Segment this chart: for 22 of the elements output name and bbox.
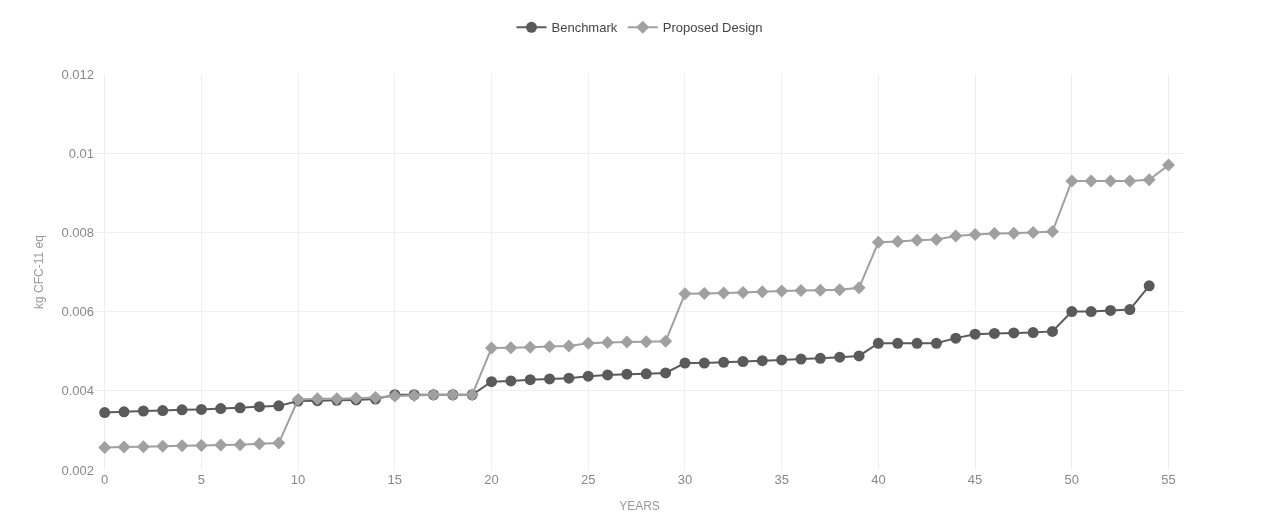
x-tick-label: 40 bbox=[871, 472, 886, 487]
y-tick-label: 0.002 bbox=[61, 462, 94, 478]
x-tick-label: 30 bbox=[677, 472, 693, 487]
x-tick-label: 55 bbox=[1161, 472, 1176, 487]
y-axis-title: kg CFC-11 eq bbox=[31, 235, 46, 309]
x-tick-label: 10 bbox=[290, 472, 306, 487]
x-tick-label: 5 bbox=[197, 472, 206, 487]
x-tick-label: 50 bbox=[1064, 472, 1080, 487]
x-axis-title: YEARS bbox=[619, 498, 660, 513]
y-tick-label: 0.006 bbox=[61, 304, 94, 320]
legend-label: Benchmark bbox=[551, 20, 618, 36]
x-tick-label: 15 bbox=[387, 472, 403, 487]
y-tick-label: 0.01 bbox=[68, 145, 94, 161]
y-tick-label: 0.012 bbox=[61, 66, 94, 82]
y-tick-label: 0.008 bbox=[61, 224, 94, 240]
x-tick-label: 25 bbox=[581, 472, 596, 487]
legend-label: Proposed Design bbox=[662, 20, 763, 36]
x-tick-label: 45 bbox=[967, 472, 983, 487]
x-tick-label: 35 bbox=[774, 472, 789, 487]
x-tick-label: 20 bbox=[484, 472, 499, 487]
x-tick-label: 0 bbox=[101, 472, 109, 487]
y-tick-label: 0.004 bbox=[61, 383, 94, 399]
